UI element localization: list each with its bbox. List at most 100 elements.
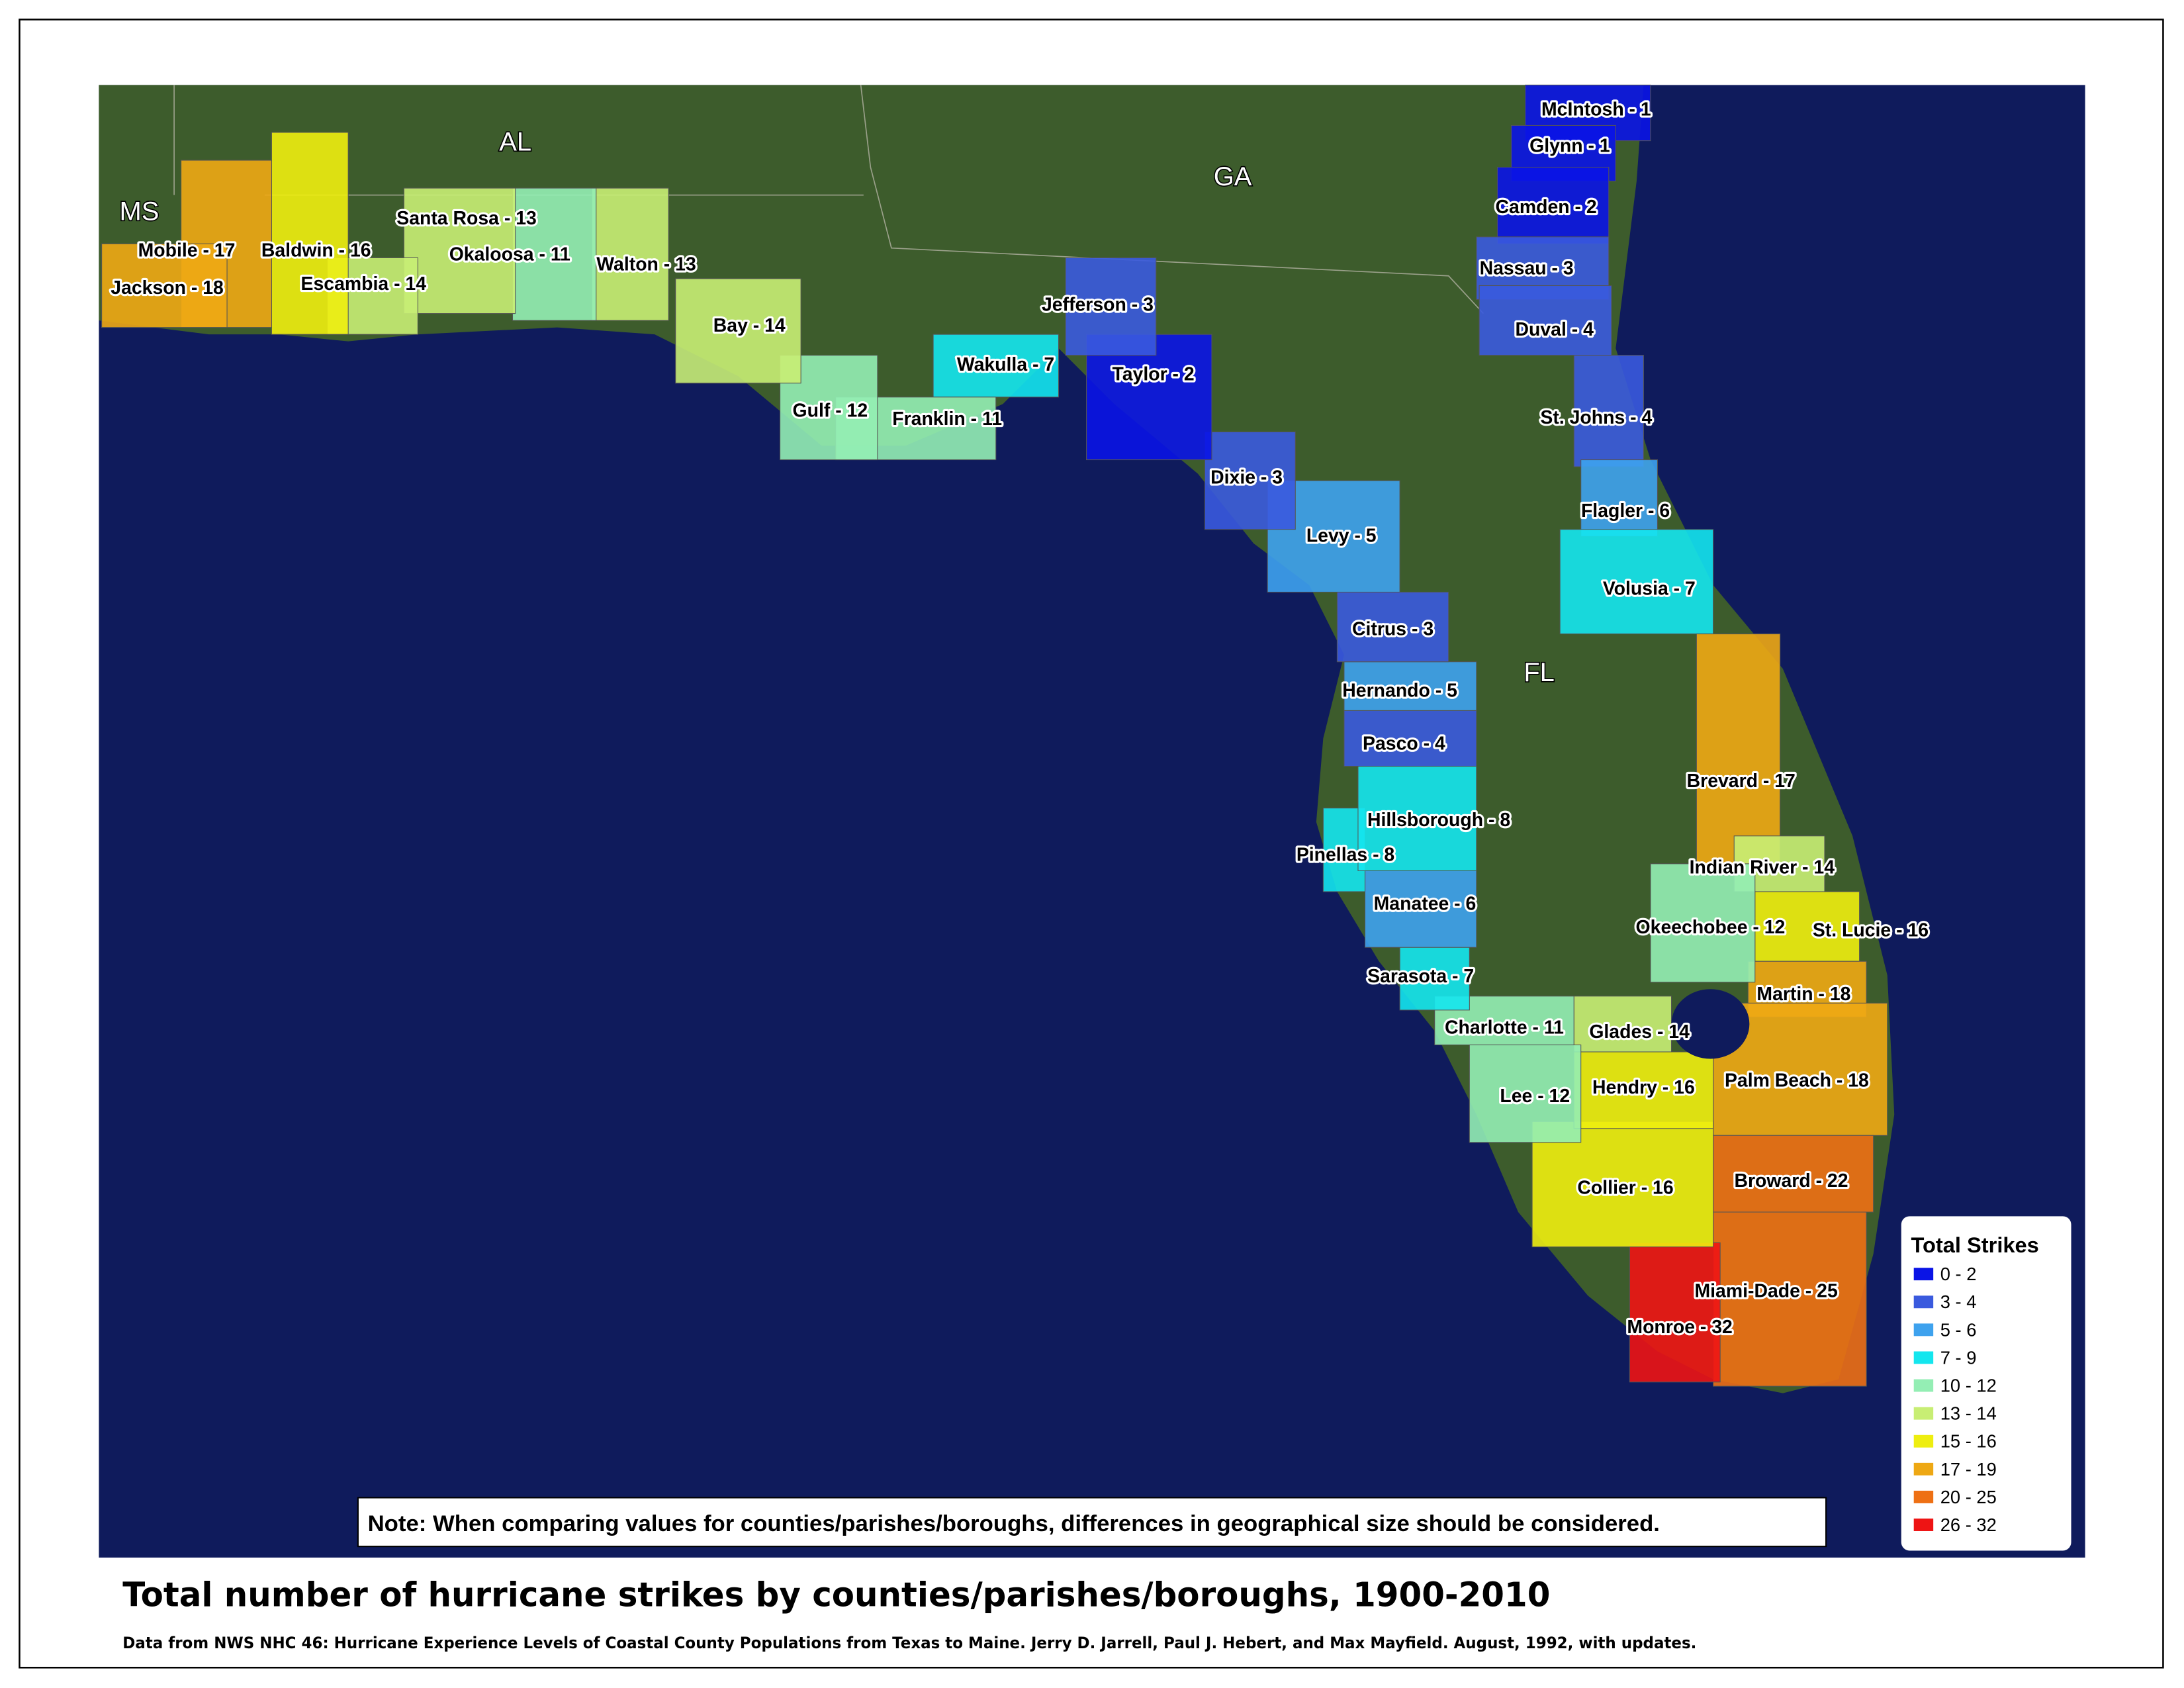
county <box>512 187 597 321</box>
county-label: Santa Rosa - 13 <box>396 208 537 229</box>
legend-swatch <box>1913 1323 1934 1336</box>
county <box>1469 1044 1582 1143</box>
title: Total number of hurricane strikes by cou… <box>122 1575 1550 1615</box>
county <box>1580 459 1658 537</box>
county-label: Taylor - 2 <box>1113 364 1195 385</box>
legend-label: 17 - 19 <box>1940 1459 1997 1479</box>
legend-title: Total Strikes <box>1911 1233 2039 1257</box>
county <box>1479 285 1612 356</box>
legend: 0 - 2 3 - 4 5 - 6 7 - 9 10 - 12 13 - 14 15 - 1… <box>1913 1264 1997 1535</box>
county-label: Martin - 18 <box>1756 984 1850 1005</box>
county <box>403 187 516 314</box>
county-label: St. Lucie - 16 <box>1813 919 1929 941</box>
legend-swatch <box>1913 1462 1934 1476</box>
county-label: Levy - 5 <box>1306 526 1377 547</box>
county-label: Sarasota - 7 <box>1367 966 1474 987</box>
legend-swatch <box>1913 1407 1934 1420</box>
county-label: Monroe - 32 <box>1627 1317 1732 1338</box>
legend-swatch <box>1913 1434 1934 1448</box>
county-label: Hillsborough - 8 <box>1367 810 1510 831</box>
source: Data from NWS NHC 46: Hurricane Experien… <box>122 1634 1696 1652</box>
county-label: Manatee - 6 <box>1374 893 1477 914</box>
land <box>99 85 1895 1393</box>
labels: McIntosh - 1 Glynn - 1 Camden - 2 Nassau - … <box>109 97 1931 1340</box>
county-label: Brevard - 17 <box>1687 771 1796 792</box>
legend-swatch <box>1913 1490 1934 1503</box>
legend-label: 13 - 14 <box>1940 1403 1997 1424</box>
county <box>1399 947 1470 1011</box>
county-label: Camden - 2 <box>1496 197 1597 218</box>
lake <box>1671 989 1750 1059</box>
county <box>1573 355 1644 467</box>
state-border <box>860 85 1484 314</box>
legend-swatch <box>1913 1268 1934 1281</box>
state-label: MS <box>119 197 159 226</box>
county <box>271 132 349 335</box>
state-label: FL <box>1524 658 1555 687</box>
legend-swatch <box>1913 1379 1934 1392</box>
county-label: Dixie - 3 <box>1210 467 1283 488</box>
legend-label: 0 - 2 <box>1940 1264 1977 1284</box>
note-box <box>357 1497 1827 1548</box>
county-label: Franklin - 11 <box>892 408 1002 430</box>
county-label: Palm Beach - 18 <box>1725 1070 1869 1092</box>
legend-swatch <box>1913 1519 1934 1531</box>
county <box>1629 1242 1721 1383</box>
county <box>1364 870 1477 948</box>
county <box>1496 167 1610 244</box>
county-label: Hernando - 5 <box>1342 680 1457 701</box>
county <box>1065 257 1157 356</box>
legend-label: 3 - 4 <box>1940 1291 1977 1312</box>
county-label: Pasco - 4 <box>1363 733 1445 754</box>
county <box>1357 766 1477 871</box>
county-label: Okaloosa - 11 <box>449 244 570 265</box>
county-label: Hendry - 16 <box>1592 1077 1695 1098</box>
county-label: Glynn - 1 <box>1529 135 1610 156</box>
counties <box>101 84 1888 1387</box>
county-label: Jackson - 18 <box>111 277 224 299</box>
county-label: Miami-Dade - 25 <box>1694 1280 1837 1301</box>
legend-label: 5 - 6 <box>1940 1319 1977 1340</box>
county-label: Lee - 12 <box>1500 1086 1570 1107</box>
county-label: Flagler - 6 <box>1581 500 1670 522</box>
county <box>1650 863 1756 983</box>
legend-box <box>1901 1216 2071 1551</box>
county-label: Gulf - 12 <box>793 400 868 421</box>
county-label: St. Johns - 4 <box>1540 407 1652 428</box>
county-label: Duval - 4 <box>1516 319 1594 340</box>
county-label: Walton - 13 <box>596 254 696 275</box>
county <box>1696 633 1781 871</box>
legend-swatch <box>1913 1295 1934 1309</box>
county-label: Pinellas - 8 <box>1297 845 1394 866</box>
county-label: Wakulla - 7 <box>957 354 1054 375</box>
county-label: Charlotte - 11 <box>1445 1017 1564 1039</box>
county-label: Glades - 14 <box>1589 1021 1690 1043</box>
county <box>1336 591 1449 663</box>
legend-label: 20 - 25 <box>1940 1487 1997 1507</box>
legend-label: 26 - 32 <box>1940 1515 1997 1535</box>
legend-label: 15 - 16 <box>1940 1431 1997 1452</box>
county <box>1531 1121 1714 1248</box>
state-label: AL <box>499 127 531 156</box>
county-label: Jefferson - 3 <box>1042 294 1154 315</box>
county-label: Mobile - 17 <box>138 240 236 261</box>
county-label: Nassau - 3 <box>1480 258 1574 279</box>
legend-swatch <box>1913 1351 1934 1364</box>
county-label: Indian River - 14 <box>1690 857 1835 878</box>
county-label: Okeechobee - 12 <box>1636 917 1786 938</box>
county-label: Citrus - 3 <box>1352 619 1433 640</box>
county <box>591 187 669 321</box>
legend-label: 10 - 12 <box>1940 1376 1997 1396</box>
county-label: McIntosh - 1 <box>1541 99 1651 120</box>
county <box>1573 996 1672 1053</box>
county-label: Baldwin - 16 <box>261 240 371 261</box>
legend-label: 7 - 9 <box>1940 1347 1977 1368</box>
note: Note: When comparing values for counties… <box>368 1511 1660 1536</box>
county <box>675 278 801 384</box>
county <box>101 243 228 328</box>
county-label: Bay - 14 <box>713 315 786 336</box>
county-label: Escambia - 14 <box>301 273 427 295</box>
county-label: Volusia - 7 <box>1603 579 1696 600</box>
